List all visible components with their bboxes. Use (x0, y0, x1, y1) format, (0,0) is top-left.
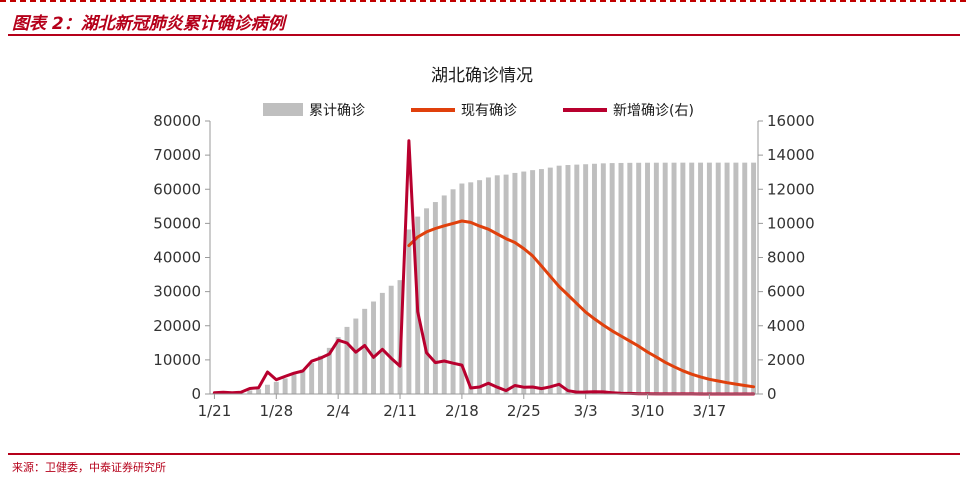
axes: 0100002000030000400005000060000700008000… (153, 112, 814, 420)
right-tick-label: 4000 (767, 317, 805, 335)
x-tick-label: 3/17 (693, 402, 727, 420)
left-tick-label: 20000 (153, 317, 201, 335)
bar-cumulative-3-3 (583, 164, 589, 394)
bar-cumulative-2-29 (556, 165, 562, 394)
bar-cumulative-2-9 (379, 292, 385, 394)
legend: 累计确诊 现有确诊 新增确诊(右) (263, 103, 694, 119)
x-tick-label: 3/10 (631, 402, 665, 420)
bar-cumulative-2-18 (459, 183, 465, 394)
legend-label-cumulative: 累计确诊 (309, 103, 365, 119)
left-tick-label: 50000 (153, 214, 201, 232)
bar-cumulative-2-4 (335, 337, 341, 394)
title-rule (8, 34, 960, 36)
left-tick-label: 80000 (153, 112, 201, 130)
bar-cumulative-3-1 (565, 165, 571, 394)
legend-swatch-cumulative (263, 103, 303, 116)
bar-cumulative-2-1 (309, 363, 315, 394)
bar-cumulative-2-22 (494, 175, 500, 394)
right-tick-label: 12000 (767, 180, 815, 198)
bar-cumulative-3-8 (627, 162, 633, 394)
left-tick-label: 30000 (153, 283, 201, 301)
x-tick-label: 2/11 (383, 402, 417, 420)
left-tick-label: 0 (191, 385, 201, 403)
bar-cumulative-2-21 (485, 177, 491, 394)
bar-cumulative-3-14 (680, 162, 686, 394)
left-tick-label: 10000 (153, 351, 201, 369)
bar-cumulative-3-19 (724, 162, 730, 394)
bar-cumulative-3-4 (592, 163, 597, 394)
figure-title: 图表 2：湖北新冠肺炎累计确诊病例 (12, 14, 285, 34)
right-tick-label: 10000 (767, 214, 815, 232)
bar-cumulative-2-6 (353, 318, 359, 394)
line-existing-confirmed (407, 219, 756, 389)
bar-cumulative-2-17 (450, 189, 456, 394)
bar-cumulative-2-24 (512, 172, 518, 394)
bar-cumulative-2-15 (432, 202, 438, 394)
bar-cumulative-1-25 (247, 390, 253, 394)
bar-cumulative-2-12 (406, 229, 412, 394)
bar-cumulative-2-3 (326, 347, 332, 394)
right-tick-label: 8000 (767, 249, 805, 267)
bar-cumulative-3-9 (636, 162, 642, 394)
bar-cumulative-2-28 (547, 167, 553, 394)
bar-cumulative-3-6 (609, 163, 615, 394)
right-tick-label: 16000 (767, 112, 815, 130)
bar-cumulative-2-27 (538, 169, 544, 394)
source-note: 来源：卫健委，中泰证券研究所 (12, 461, 166, 474)
x-tick-label: 2/4 (326, 402, 350, 420)
bar-cumulative-1-26 (256, 389, 262, 394)
bar-cumulative-2-19 (468, 182, 474, 394)
bar-cumulative-3-20 (733, 162, 739, 394)
x-tick-label: 1/21 (198, 402, 232, 420)
bar-cumulative-2-5 (344, 326, 350, 394)
left-tick-label: 40000 (153, 249, 201, 267)
legend-label-existing: 现有确诊 (461, 103, 517, 119)
bar-cumulative-3-10 (645, 162, 650, 394)
left-tick-label: 70000 (153, 146, 201, 164)
bar-cumulative-1-29 (282, 378, 288, 394)
bar-cumulative-3-22 (751, 162, 757, 394)
bar-cumulative-3-18 (715, 162, 721, 394)
bar-cumulative-1-30 (291, 374, 297, 394)
bar-cumulative-2-2 (318, 355, 323, 394)
right-tick-label: 6000 (767, 283, 805, 301)
chart-title: 湖北确诊情况 (431, 66, 533, 86)
bar-cumulative-2-7 (362, 308, 368, 394)
bar-cumulative-3-15 (689, 162, 695, 394)
bar-cumulative-3-2 (574, 164, 580, 394)
footer-rule (8, 453, 960, 455)
left-tick-label: 60000 (153, 180, 201, 198)
bar-cumulative-3-5 (600, 163, 606, 394)
bar-cumulative-2-26 (530, 170, 536, 394)
bar-cumulative-1-28 (273, 381, 279, 394)
bar-cumulative-2-10 (388, 285, 394, 394)
x-tick-label: 2/25 (507, 402, 541, 420)
x-tick-label: 1/28 (259, 402, 293, 420)
x-tick-label: 2/18 (445, 402, 479, 420)
bar-cumulative-2-20 (477, 180, 483, 394)
bar-cumulative-2-25 (521, 171, 527, 394)
bar-cumulative-1-31 (300, 369, 306, 394)
right-tick-label: 0 (767, 385, 777, 403)
bar-cumulative-3-17 (706, 162, 712, 394)
bar-cumulative-3-11 (653, 162, 659, 394)
bar-cumulative-3-13 (671, 162, 677, 394)
bar-cumulative-3-7 (618, 162, 624, 394)
bar-cumulative-3-21 (742, 162, 748, 394)
bar-cumulative-1-27 (264, 384, 270, 394)
bar-cumulative-3-12 (662, 162, 668, 394)
bar-cumulative-3-16 (698, 162, 704, 394)
bar-cumulative-2-14 (424, 208, 430, 394)
bar-cumulative-2-16 (441, 195, 447, 394)
top-dashed-border (0, 0, 966, 2)
bar-series-cumulative (211, 162, 757, 394)
bar-cumulative-2-23 (503, 174, 509, 394)
right-tick-label: 14000 (767, 146, 815, 164)
legend-label-new: 新增确诊(右) (613, 103, 694, 119)
x-tick-label: 3/3 (574, 402, 598, 420)
bar-cumulative-2-8 (371, 301, 376, 394)
right-tick-label: 2000 (767, 351, 805, 369)
